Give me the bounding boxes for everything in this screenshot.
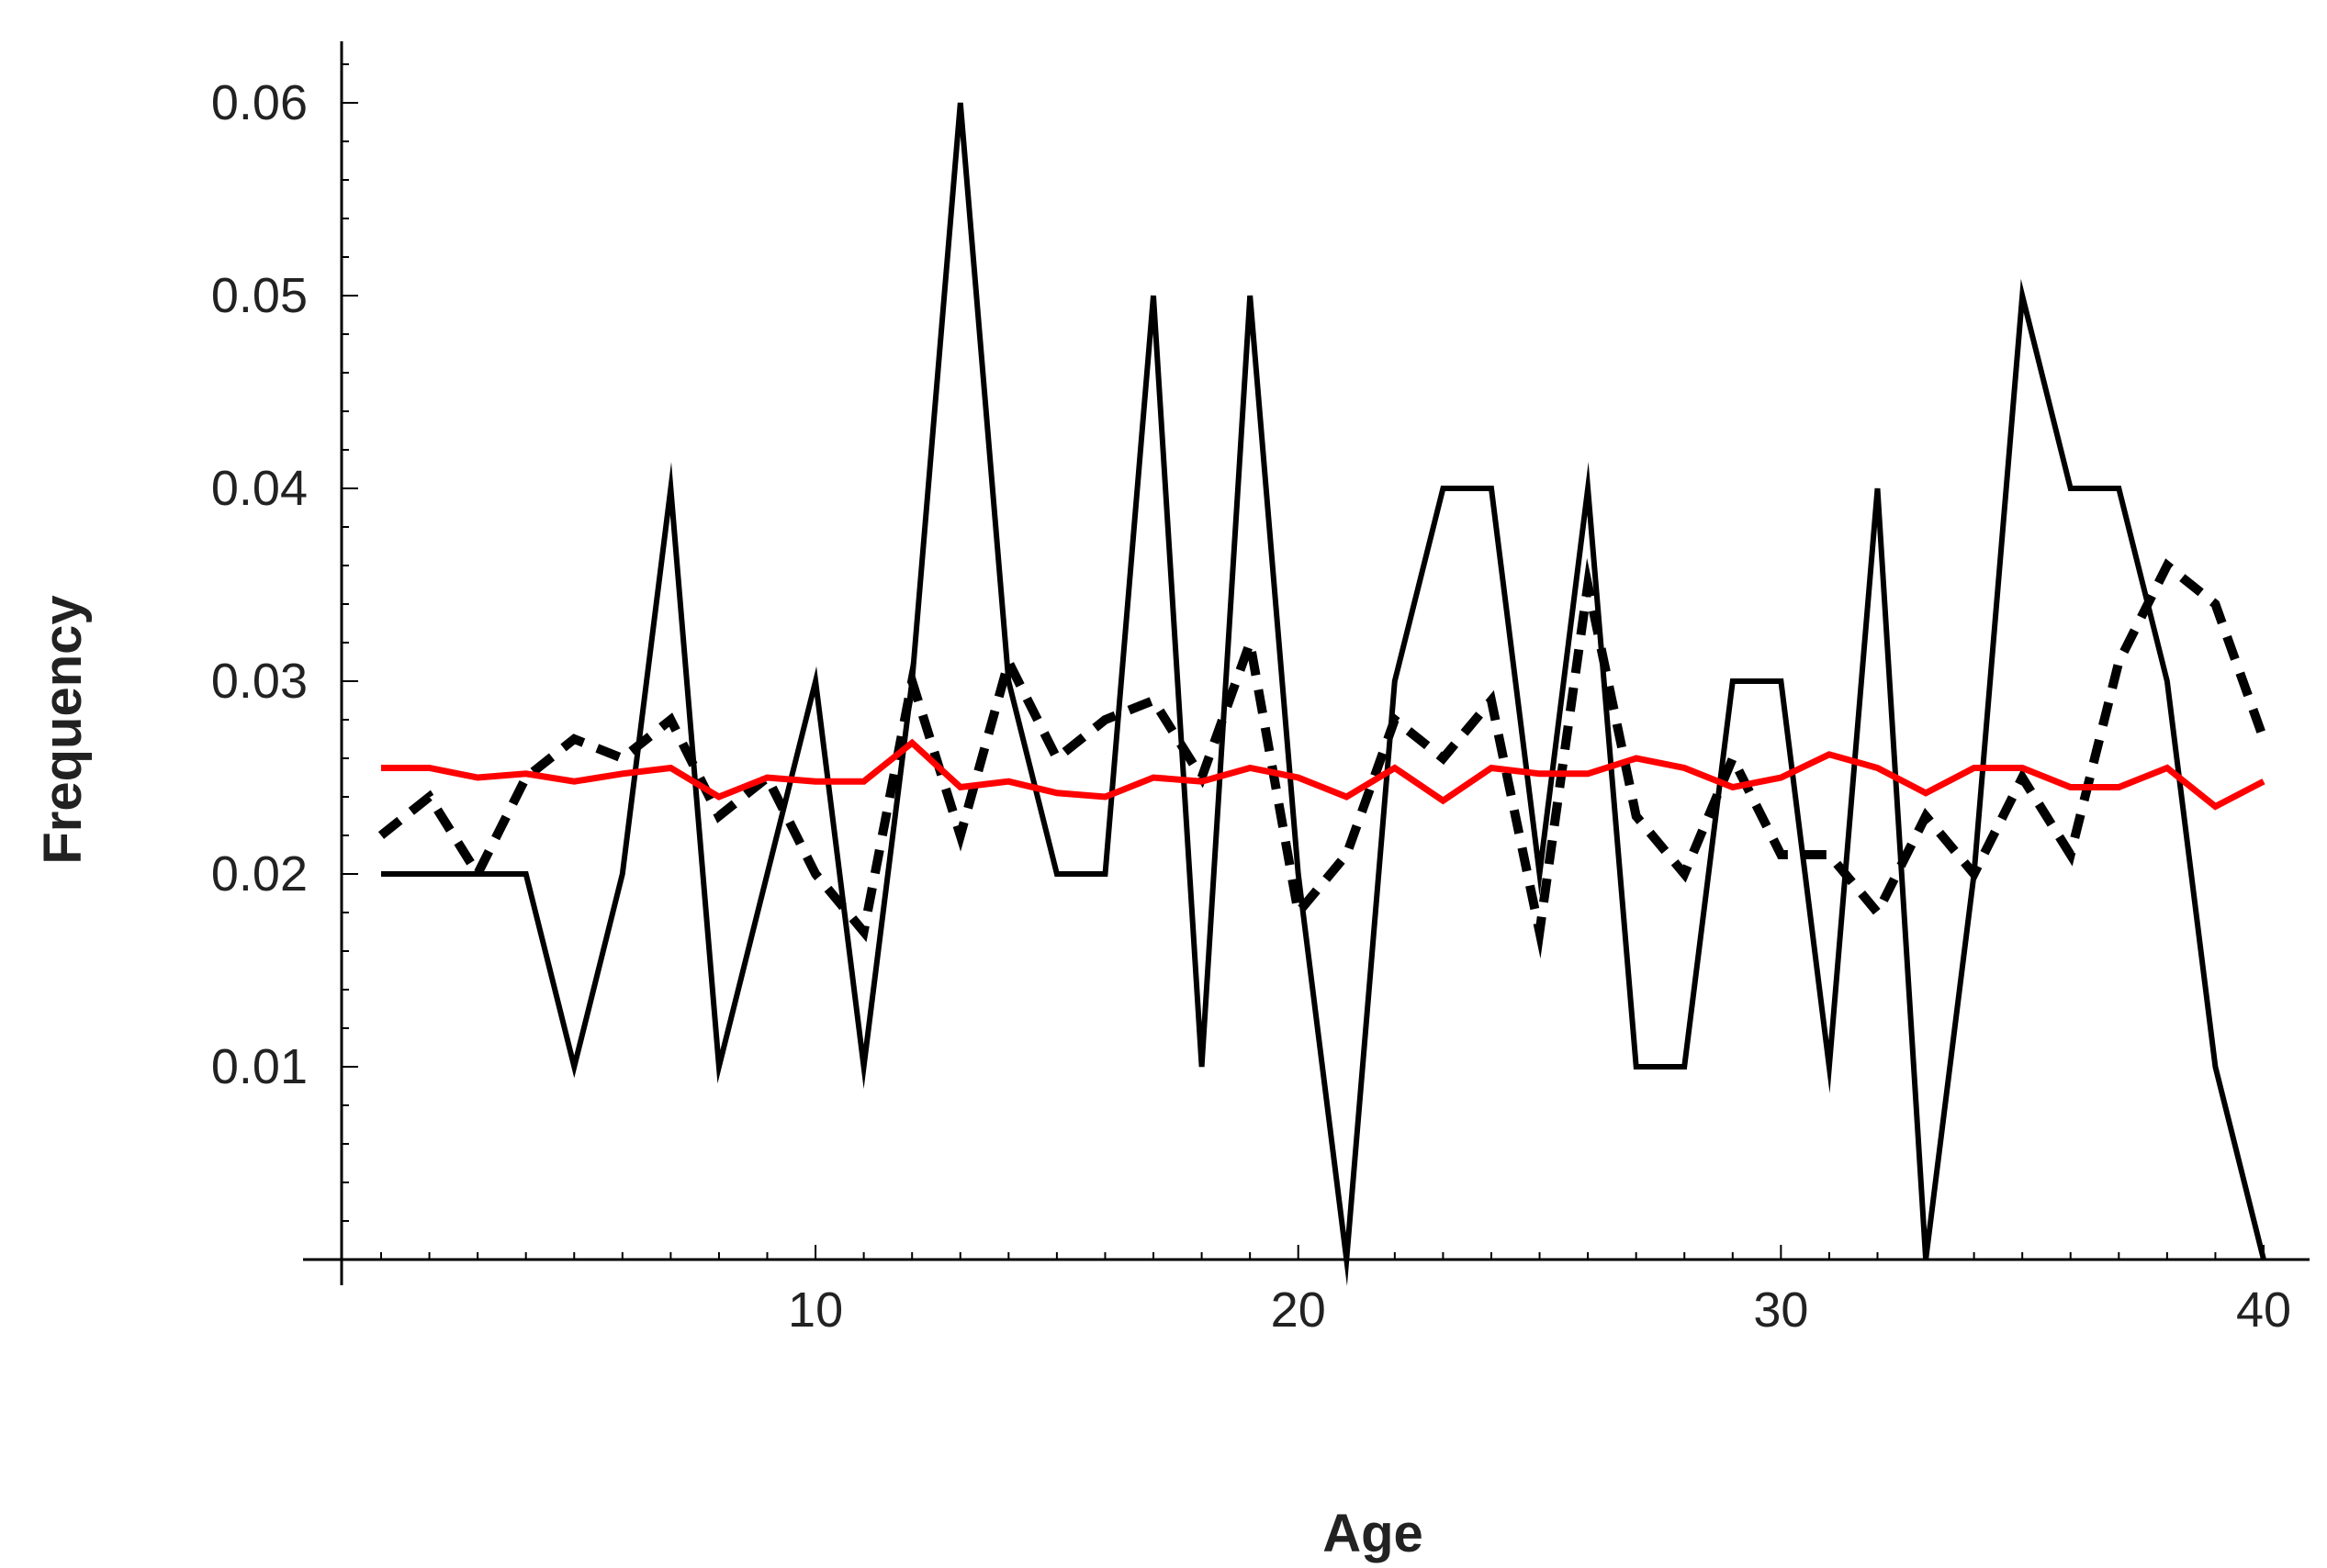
series-line-dashed (377, 557, 2268, 959)
y-axis-title: Frequency (33, 595, 93, 864)
axes: 10 20 30 40 0.01 0.02 0.03 0.04 0.05 0.06 (211, 41, 2310, 1338)
y-tick-label: 0.05 (211, 268, 308, 323)
x-tick-label: 20 (1271, 1282, 1326, 1338)
y-tick-label: 0.01 (211, 1039, 308, 1094)
series-layer (377, 102, 2268, 1286)
series-line-red (381, 738, 2265, 811)
y-tick-label: 0.06 (211, 75, 308, 130)
y-tick-label: 0.03 (211, 654, 308, 709)
y-tick-label: 0.02 (211, 846, 308, 902)
x-tick-label: 30 (1753, 1282, 1808, 1338)
y-ticks: 0.01 0.02 0.03 0.04 0.05 0.06 (211, 63, 358, 1222)
y-tick-label: 0.04 (211, 461, 308, 516)
series-line-solid (381, 102, 2266, 1286)
x-tick-label: 10 (788, 1282, 843, 1338)
x-tick-label: 40 (2236, 1282, 2291, 1338)
x-axis-title: Age (1322, 1504, 1423, 1563)
